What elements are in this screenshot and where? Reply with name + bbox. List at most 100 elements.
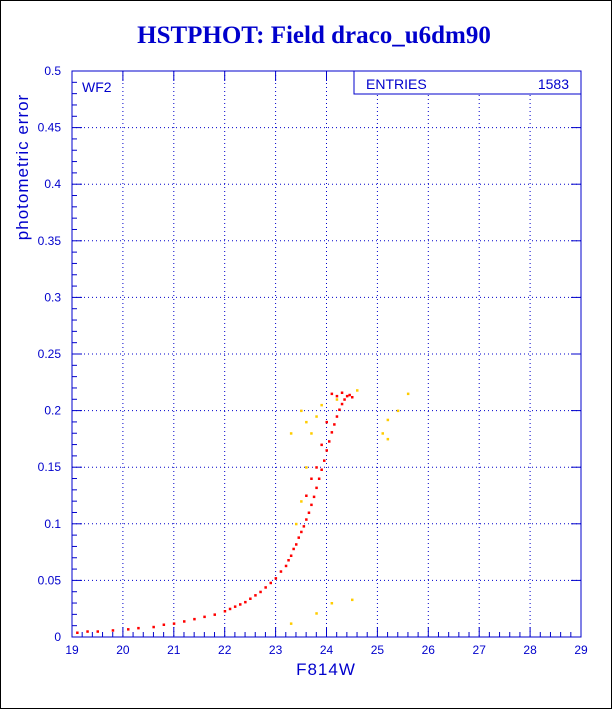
data-point — [111, 629, 115, 632]
data-point — [172, 622, 176, 625]
data-point — [330, 431, 334, 434]
chart-title: HSTPHOT: Field draco_u6dm90 — [137, 22, 491, 49]
data-point — [287, 559, 290, 562]
y-tick-label: 0.1 — [44, 517, 61, 531]
data-point — [228, 607, 232, 611]
data-point — [348, 393, 351, 397]
outlier-point — [305, 466, 308, 469]
y-tick-label: 0.2 — [44, 404, 61, 418]
outlier-point — [406, 392, 410, 396]
data-point — [295, 543, 298, 546]
data-point — [223, 610, 227, 613]
data-point — [284, 564, 288, 568]
data-point — [328, 440, 331, 443]
data-point — [333, 423, 336, 426]
data-point — [312, 495, 316, 499]
data-point — [338, 408, 341, 411]
data-point — [302, 525, 306, 528]
x-tick-label: 23 — [269, 643, 283, 657]
data-point — [239, 603, 242, 606]
data-point — [269, 581, 272, 585]
data-point — [325, 449, 328, 452]
data-point — [152, 625, 155, 629]
x-tick-label: 20 — [116, 643, 130, 657]
stats-label: ENTRIES — [366, 76, 427, 92]
data-point — [297, 536, 300, 539]
y-tick-label: 0.35 — [38, 234, 62, 248]
data-point — [127, 628, 130, 631]
outlier-point — [386, 437, 390, 441]
data-point — [300, 530, 303, 534]
y-tick-label: 0.4 — [44, 177, 61, 191]
x-tick-label: 25 — [371, 643, 385, 657]
data-point — [310, 503, 313, 507]
stats-value: 1583 — [538, 76, 569, 92]
data-point — [317, 477, 321, 480]
data-point — [305, 494, 308, 497]
outlier-point — [315, 612, 318, 615]
data-point — [162, 623, 166, 626]
x-axis-label: F814W — [296, 660, 356, 679]
data-point — [203, 615, 206, 619]
data-point — [305, 518, 308, 521]
data-point — [340, 402, 344, 406]
x-tick-label: 19 — [65, 643, 79, 657]
data-point — [76, 631, 79, 634]
outlier-point — [295, 522, 298, 526]
data-point — [335, 394, 339, 398]
data-point — [320, 468, 323, 471]
outlier-point — [300, 409, 303, 413]
data-point — [325, 420, 328, 424]
data-point — [233, 605, 237, 608]
y-tick-label: 0 — [54, 630, 61, 644]
data-point — [343, 398, 346, 401]
data-point — [259, 590, 262, 594]
data-point — [213, 613, 216, 616]
data-point — [249, 597, 252, 600]
data-point — [340, 391, 344, 394]
data-point — [292, 547, 295, 551]
outlier-point — [330, 602, 334, 605]
outlier-point — [289, 432, 293, 435]
data-point — [274, 577, 278, 580]
outlier-point — [356, 389, 359, 392]
x-tick-label: 27 — [473, 643, 487, 657]
x-tick-label: 24 — [320, 643, 334, 657]
data-points — [76, 389, 410, 634]
data-point — [315, 466, 318, 469]
x-tick-label: 26 — [422, 643, 436, 657]
y-tick-labels: 0 0.05 0.1 0.15 0.2 0.25 0.3 0.35 0.4 0.45 0.5 — [38, 64, 62, 644]
data-point — [310, 477, 313, 480]
outlier-point — [320, 403, 323, 407]
outlier-point — [315, 415, 318, 418]
data-point — [96, 630, 99, 633]
y-axis-label: photometric error — [13, 94, 32, 240]
y-tick-label: 0.05 — [38, 573, 62, 587]
data-point — [137, 626, 140, 630]
y-tick-label: 0.45 — [38, 121, 62, 135]
x-tick-label: 22 — [218, 643, 232, 657]
data-point — [193, 617, 196, 621]
data-point — [351, 396, 354, 399]
panel-label: WF2 — [82, 79, 112, 95]
data-point — [244, 600, 247, 604]
data-point — [183, 620, 186, 623]
data-point — [315, 486, 318, 490]
outlier-point — [396, 409, 400, 413]
outlier-point — [310, 432, 313, 435]
outlier-point — [386, 418, 390, 422]
y-tick-label: 0.3 — [44, 290, 61, 304]
data-point — [335, 415, 339, 418]
outlier-point — [351, 598, 354, 602]
outlier-point — [335, 398, 339, 401]
data-point — [254, 594, 257, 597]
outlier-point — [381, 432, 384, 435]
data-point — [289, 554, 293, 557]
data-point — [320, 443, 323, 447]
data-point — [323, 459, 326, 462]
x-tick-label: 21 — [167, 643, 181, 657]
y-tick-label: 0.25 — [38, 347, 62, 361]
data-point — [307, 511, 311, 514]
data-point — [345, 394, 349, 398]
